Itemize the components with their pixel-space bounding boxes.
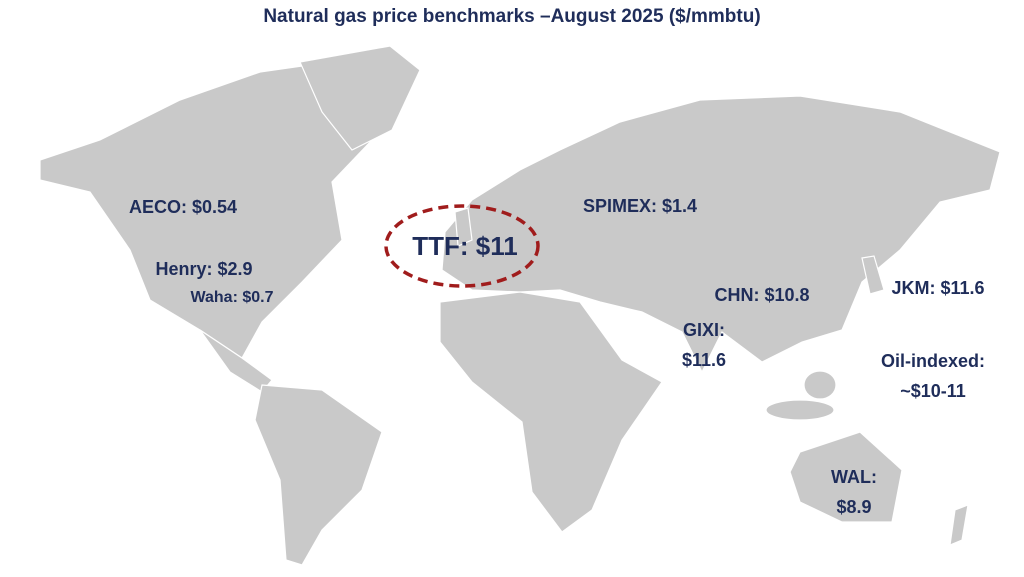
price-label: $8.9	[836, 497, 871, 517]
price-label: AECO: $0.54	[129, 197, 237, 217]
africa	[439, 291, 663, 533]
price-label: GIXI:	[683, 320, 725, 340]
new-zealand	[949, 504, 969, 546]
price-label: TTF: $11	[412, 231, 517, 261]
price-label: SPIMEX: $1.4	[583, 196, 697, 216]
title: Natural gas price benchmarks –August 202…	[263, 6, 760, 27]
uk	[454, 207, 473, 247]
south-america	[254, 384, 383, 566]
borneo	[803, 370, 837, 400]
world-map	[39, 45, 1001, 566]
north-america	[39, 61, 381, 359]
highlight-ellipse	[384, 204, 540, 288]
price-label: Oil-indexed:	[881, 351, 985, 371]
greenland	[299, 45, 421, 151]
price-label: CHN: $10.8	[714, 285, 809, 305]
price-label: $11.6	[682, 350, 726, 370]
australia	[789, 431, 903, 523]
price-label: Waha: $0.7	[191, 289, 274, 306]
price-label: WAL:	[831, 467, 877, 487]
price-label: JKM: $11.6	[891, 278, 984, 298]
price-label: Henry: $2.9	[155, 259, 252, 279]
price-label: ~$10-11	[900, 381, 966, 401]
japan	[861, 255, 885, 295]
eurasia	[441, 95, 1001, 374]
indonesia	[765, 399, 835, 421]
